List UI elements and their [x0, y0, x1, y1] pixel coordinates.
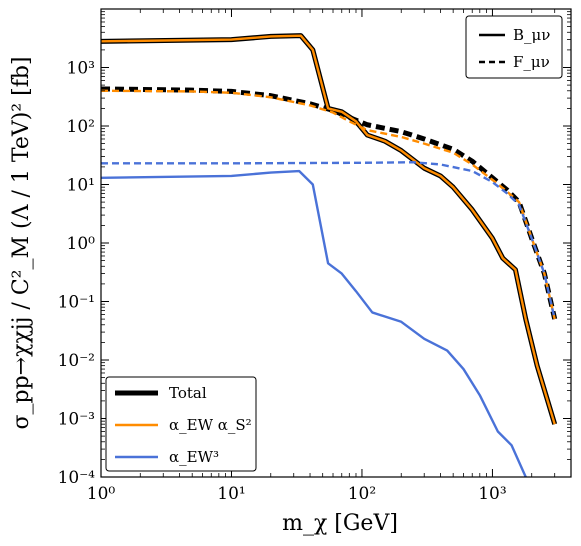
x-tick-label: 10¹ — [217, 484, 245, 504]
x-tick-label: 10⁰ — [87, 484, 116, 504]
legend-label-total: Total — [169, 384, 207, 402]
legend-label-ew3: α_EW³ — [169, 448, 219, 466]
x-tick-label: 10² — [348, 484, 376, 504]
x-tick-label: 10³ — [478, 484, 506, 504]
ticks-layer: 10⁰ 10¹ 10² 10³ 10⁻⁴ 10⁻³ 10⁻² 10⁻¹ 10⁰ 10¹ 10² 10³ — [58, 9, 572, 504]
series-ew_s2-F — [101, 89, 556, 320]
series-total-F — [101, 86, 558, 320]
legend-label-f: F_μν — [513, 53, 550, 71]
y-tick-label: 10⁻² — [58, 351, 95, 371]
y-tick-label: 10² — [67, 117, 95, 137]
y-tick-label: 10³ — [67, 59, 95, 79]
y-tick-label: 10⁻³ — [58, 410, 95, 430]
legend-label-b: B_μν — [513, 26, 550, 44]
y-tick-label: 10¹ — [67, 176, 95, 196]
y-axis-label: σ_pp→χχjj / C²_M (Λ / 1 TeV)² [fb] — [9, 56, 34, 429]
y-tick-label: 10⁰ — [67, 234, 96, 254]
series-layer — [101, 33, 558, 477]
legend-components: Total α_EW α_S² α_EW³ — [105, 376, 257, 472]
series-ew_s2-B — [101, 34, 556, 425]
legend-operators: B_μν F_μν — [465, 15, 563, 79]
x-axis-label: m_χ [GeV] — [282, 511, 398, 536]
legend-label-ew-s2: α_EW α_S² — [169, 416, 252, 434]
series-ew3-F — [101, 161, 556, 320]
series-ew3-B — [101, 169, 527, 477]
y-tick-label: 10⁻⁴ — [58, 468, 96, 488]
y-tick-label: 10⁻¹ — [58, 293, 95, 313]
